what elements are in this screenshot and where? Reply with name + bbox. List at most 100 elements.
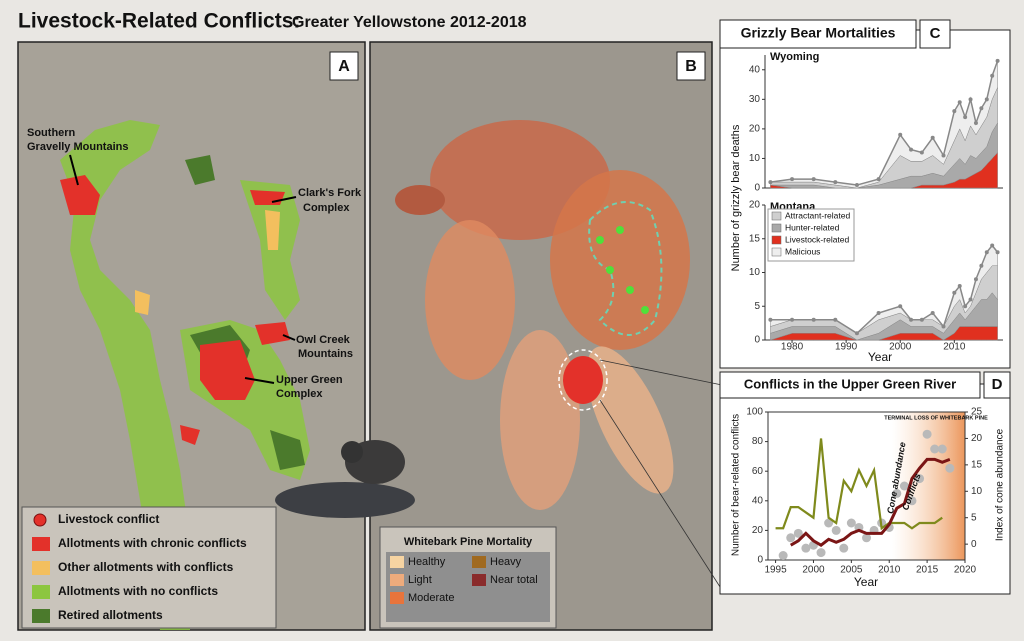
total-dot bbox=[963, 304, 968, 309]
bear-head bbox=[341, 441, 363, 463]
legend-label: Livestock-related bbox=[785, 234, 850, 244]
y2-tick-label: 5 bbox=[971, 512, 977, 523]
y2-tick-label: 20 bbox=[971, 433, 983, 444]
y2-tick-label: 15 bbox=[971, 459, 983, 470]
legend-swatch bbox=[771, 223, 782, 233]
y-tick-label: 0 bbox=[754, 183, 760, 194]
y-tick-label: 10 bbox=[749, 267, 761, 278]
total-outline bbox=[770, 60, 999, 186]
callout-line bbox=[599, 359, 723, 386]
total-dot bbox=[854, 331, 859, 336]
total-dot bbox=[963, 115, 968, 120]
conflict-point bbox=[793, 528, 803, 538]
panel-label-box bbox=[329, 51, 359, 81]
legend-box bbox=[21, 506, 277, 629]
conflict-point bbox=[801, 543, 811, 553]
panel-label-box bbox=[919, 19, 951, 49]
total-dot bbox=[876, 311, 881, 315]
map-label: Complex bbox=[303, 202, 350, 214]
green-marker bbox=[616, 226, 624, 234]
conflict-point bbox=[937, 444, 947, 454]
total-dot bbox=[930, 311, 935, 315]
conflict-point bbox=[892, 488, 902, 498]
x-tick-label: 2000 bbox=[889, 342, 912, 353]
y-tick-label: 40 bbox=[749, 64, 761, 75]
total-dot bbox=[898, 132, 903, 137]
total-dot bbox=[909, 147, 914, 152]
conflict-point bbox=[915, 474, 925, 484]
legend-swatch bbox=[390, 556, 404, 568]
green-marker bbox=[596, 236, 604, 244]
conflict-point bbox=[831, 525, 841, 535]
panel-label: D bbox=[992, 376, 1003, 393]
upper-green-outline bbox=[558, 349, 608, 411]
allotment-chronic bbox=[180, 425, 200, 445]
y-axis-label: Number of bear-related conflicts bbox=[731, 414, 742, 556]
x-tick-label: 2005 bbox=[840, 565, 863, 576]
total-dot bbox=[930, 135, 935, 140]
total-dot bbox=[984, 97, 989, 102]
x-axis-label: Year bbox=[868, 350, 892, 364]
total-dot bbox=[811, 177, 816, 182]
total-dot bbox=[957, 100, 962, 105]
green-marker bbox=[641, 306, 649, 314]
total-dot bbox=[952, 109, 957, 114]
legend-label: Attractant-related bbox=[785, 210, 850, 220]
legend-label: Allotments with chronic conflicts bbox=[58, 536, 247, 550]
total-dot bbox=[811, 317, 816, 322]
legend-a: Livestock conflict Allotments with chroni… bbox=[21, 506, 277, 629]
panel-title: Grizzly Bear Mortalities bbox=[741, 25, 896, 41]
green-marker bbox=[626, 286, 634, 294]
x-axis-label: Year bbox=[854, 575, 878, 589]
legend-label: Malicious bbox=[785, 246, 820, 256]
conflict-point bbox=[862, 533, 871, 543]
map-label: Mountains bbox=[298, 348, 353, 360]
map-label: Upper Green bbox=[276, 374, 343, 386]
legend-label: Allotments with no conflicts bbox=[58, 584, 218, 598]
x-tick-label: 2000 bbox=[802, 565, 825, 576]
total-dot bbox=[919, 317, 924, 322]
total-dot bbox=[952, 290, 957, 295]
figure-subtitle: Greater Yellowstone 2012-2018 bbox=[292, 14, 527, 31]
total-dot bbox=[957, 284, 962, 288]
y2-tick-label: 10 bbox=[971, 486, 983, 497]
y-tick-label: 5 bbox=[754, 301, 760, 312]
conflict-point bbox=[839, 543, 849, 553]
map-label: Gravelly Mountains bbox=[27, 141, 128, 153]
total-dot bbox=[979, 263, 984, 268]
map-label: Owl Creek bbox=[296, 334, 351, 346]
x-tick-label: 2010 bbox=[878, 565, 901, 576]
total-dot bbox=[990, 73, 995, 78]
y-tick-label: 30 bbox=[749, 94, 761, 105]
series-line bbox=[789, 457, 951, 548]
conflict-point bbox=[930, 444, 940, 454]
conflict-point bbox=[824, 518, 834, 528]
panel-label: B bbox=[685, 58, 697, 75]
panel-label-box bbox=[983, 371, 1011, 399]
y-tick-label: 20 bbox=[749, 200, 761, 211]
y-tick-label: 60 bbox=[752, 466, 764, 477]
conflict-cluster bbox=[563, 356, 603, 404]
total-dot bbox=[973, 277, 978, 282]
x-tick-label: 1990 bbox=[835, 342, 858, 353]
legend-title: Whitebark Pine Mortality bbox=[404, 536, 533, 548]
callout-line bbox=[599, 399, 723, 591]
y-tick-label: 20 bbox=[752, 525, 764, 536]
bear-photo bbox=[275, 440, 415, 518]
y-tick-label: 15 bbox=[749, 233, 761, 244]
y-tick-label: 0 bbox=[754, 335, 760, 346]
total-dot bbox=[833, 317, 838, 322]
allotment-other bbox=[265, 210, 280, 250]
total-dot bbox=[968, 297, 973, 302]
allotment-retired bbox=[185, 155, 215, 185]
mortality-area bbox=[425, 220, 515, 380]
conflict-point bbox=[786, 533, 796, 543]
panel-label: A bbox=[338, 58, 350, 75]
label-arrow bbox=[69, 154, 297, 384]
y-tick-label: 20 bbox=[749, 124, 761, 135]
legend-label: Light bbox=[408, 574, 432, 586]
total-dot bbox=[768, 317, 773, 322]
allotment-chronic bbox=[255, 322, 290, 345]
legend-b: Whitebark Pine Mortality Healthy Light Mod… bbox=[379, 526, 557, 629]
